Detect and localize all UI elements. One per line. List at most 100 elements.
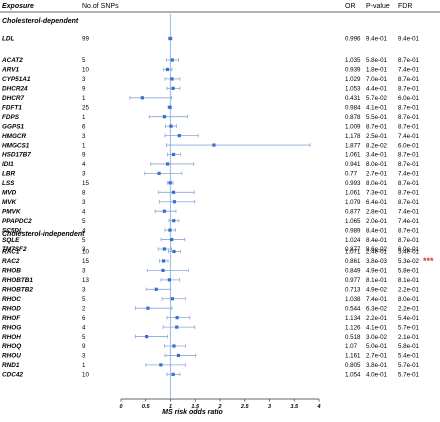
point-ggps1: [169, 124, 173, 128]
row-fdr-pmvk: 7.4e-01: [398, 208, 420, 215]
row-gene-mvk: MVK: [2, 199, 17, 206]
row-pvalue-fdps: 5.5e-01: [366, 114, 388, 121]
row-fdr-lss: 8.7e-01: [398, 180, 420, 187]
row-pvalue-cdc42: 4.0e-01: [366, 372, 388, 379]
point-ppapdc2: [172, 219, 176, 223]
row-or-rhobtb1: 0.977: [345, 277, 361, 284]
point-mvd: [171, 190, 176, 194]
row-fdr-rhoh: 2.1e-01: [398, 334, 420, 341]
row-gene-rhod: RHOD: [2, 305, 21, 312]
row-fdr-rhobtb2: 2.2e-01: [398, 287, 420, 294]
row-or-rac2: 0.861: [345, 258, 361, 265]
row-fdr-arv1: 7.4e-01: [398, 67, 420, 74]
row-snps-cyp51a1: 3: [82, 76, 86, 83]
row-or-rhod: 0.544: [345, 305, 361, 312]
row-fdr-idi1: 8.7e-01: [398, 161, 420, 168]
point-rhobtb2: [154, 287, 158, 291]
point-rhob: [161, 268, 165, 272]
row-pvalue-pmvk: 2.8e-01: [366, 208, 388, 215]
row-snps-rhobtb2: 3: [82, 287, 86, 294]
row-snps-pmvk: 4: [82, 208, 86, 215]
row-pvalue-rhou: 2.7e-01: [366, 353, 388, 360]
row-gene-rhoq: RHOQ: [2, 343, 21, 350]
row-gene-rhobtb2: RHOBTB2: [2, 287, 33, 294]
row-snps-rhou: 3: [82, 353, 86, 360]
point-dhcr24: [171, 86, 175, 90]
row-fdr-mvd: 8.7e-01: [398, 190, 420, 197]
row-or-hmgcs1: 1.877: [345, 142, 361, 149]
row-gene-rhoh: RHOH: [2, 334, 21, 341]
row-snps-rhof: 6: [82, 315, 86, 322]
row-fdr-acat2: 8.7e-01: [398, 57, 420, 64]
row-or-lbr: 0.77: [345, 171, 358, 178]
point-hmgcr: [177, 134, 181, 138]
row-fdr-sqle: 8.7e-01: [398, 237, 420, 244]
row-pvalue-acat2: 5.8e-01: [366, 57, 388, 64]
row-gene-rnd1: RND1: [2, 362, 20, 369]
row-fdr-hmgcr: 7.4e-01: [398, 133, 420, 140]
row-or-ggps1: 1.009: [345, 123, 361, 130]
row-snps-rhob: 3: [82, 268, 86, 275]
row-pvalue-ppapdc2: 2.0e-01: [366, 218, 388, 225]
point-arv1: [165, 67, 170, 72]
row-snps-fdps: 1: [82, 114, 86, 121]
row-pvalue-rhod: 6.3e-02: [366, 305, 388, 312]
row-pvalue-rhob: 4.9e-01: [366, 268, 388, 275]
row-or-rhoh: 0.518: [345, 334, 361, 341]
x-axis-label: MS risk odds ratio: [162, 409, 223, 416]
x-tick-label-8: 4: [316, 404, 320, 410]
row-pvalue-hsd17b7: 3.4e-01: [366, 152, 388, 159]
row-pvalue-ggps1: 8.7e-01: [366, 123, 388, 130]
row-fdr-cdc42: 5.7e-01: [398, 372, 420, 379]
row-snps-rac2: 15: [82, 258, 89, 265]
row-pvalue-rac2: 3.8e-03: [366, 258, 388, 265]
row-fdr-ldl: 9.4e-01: [398, 36, 420, 43]
point-rac2: [162, 259, 166, 263]
point-rhoc: [170, 297, 174, 301]
point-rhoq: [172, 344, 176, 348]
row-snps-mvk: 3: [82, 199, 86, 206]
row-or-dhcr24: 1.053: [345, 86, 361, 93]
row-pvalue-rhof: 2.2e-01: [366, 315, 388, 322]
row-snps-rhod: 2: [82, 305, 86, 312]
row-gene-sqle: SQLE: [2, 237, 20, 244]
row-or-hsd17b7: 1.061: [345, 152, 361, 159]
point-rac1: [172, 249, 176, 254]
x-tick-label-1: 0.5: [142, 404, 151, 410]
point-pmvk: [162, 209, 167, 213]
point-ldl: [168, 36, 172, 41]
row-or-rhobtb2: 0.713: [345, 287, 361, 294]
x-tick-label-3: 1.5: [191, 404, 200, 410]
row-snps-rhobtb1: 13: [82, 277, 89, 284]
row-or-rac1: 1.071: [345, 249, 361, 256]
row-snps-rhoh: 5: [82, 334, 86, 341]
row-snps-dhcr24: 9: [82, 86, 86, 93]
row-snps-rhog: 4: [82, 324, 86, 331]
header-exposure: Exposure: [2, 3, 34, 10]
row-pvalue-cyp51a1: 7.0e-01: [366, 76, 388, 83]
row-fdr-rhof: 5.4e-01: [398, 315, 420, 322]
point-idi1: [165, 162, 170, 166]
row-gene-ppapdc2: PPAPDC2: [2, 218, 32, 225]
row-gene-tm7sf2: TM7SF2: [2, 246, 27, 253]
row-pvalue-mvd: 7.3e-01: [366, 190, 388, 197]
row-gene-sc5dl: SC5DL: [2, 227, 23, 234]
row-gene-hmgcs1: HMGCS1: [2, 142, 30, 149]
row-gene-rhoc: RHOC: [2, 296, 21, 303]
row-or-mvd: 1.061: [345, 190, 361, 197]
row-gene-rhou: RHOU: [2, 353, 21, 360]
row-snps-rhoq: 9: [82, 343, 86, 350]
row-fdr-rhou: 5.4e-01: [398, 353, 420, 360]
row-gene-rhog: RHOG: [2, 324, 21, 331]
row-fdr-rhoq: 5.8e-01: [398, 343, 420, 350]
row-fdr-hmgcs1: 6.0e-01: [398, 142, 420, 149]
row-or-rhoc: 1.038: [345, 296, 361, 303]
row-or-acat2: 1.035: [345, 57, 361, 64]
row-or-fdps: 0.878: [345, 114, 361, 121]
point-rhog: [175, 325, 179, 329]
x-tick-label-6: 3: [268, 404, 271, 410]
row-pvalue-rhoh: 3.0e-02: [366, 334, 388, 341]
row-fdr-mvk: 8.7e-01: [398, 199, 420, 206]
row-fdr-cyp51a1: 8.7e-01: [398, 76, 420, 83]
